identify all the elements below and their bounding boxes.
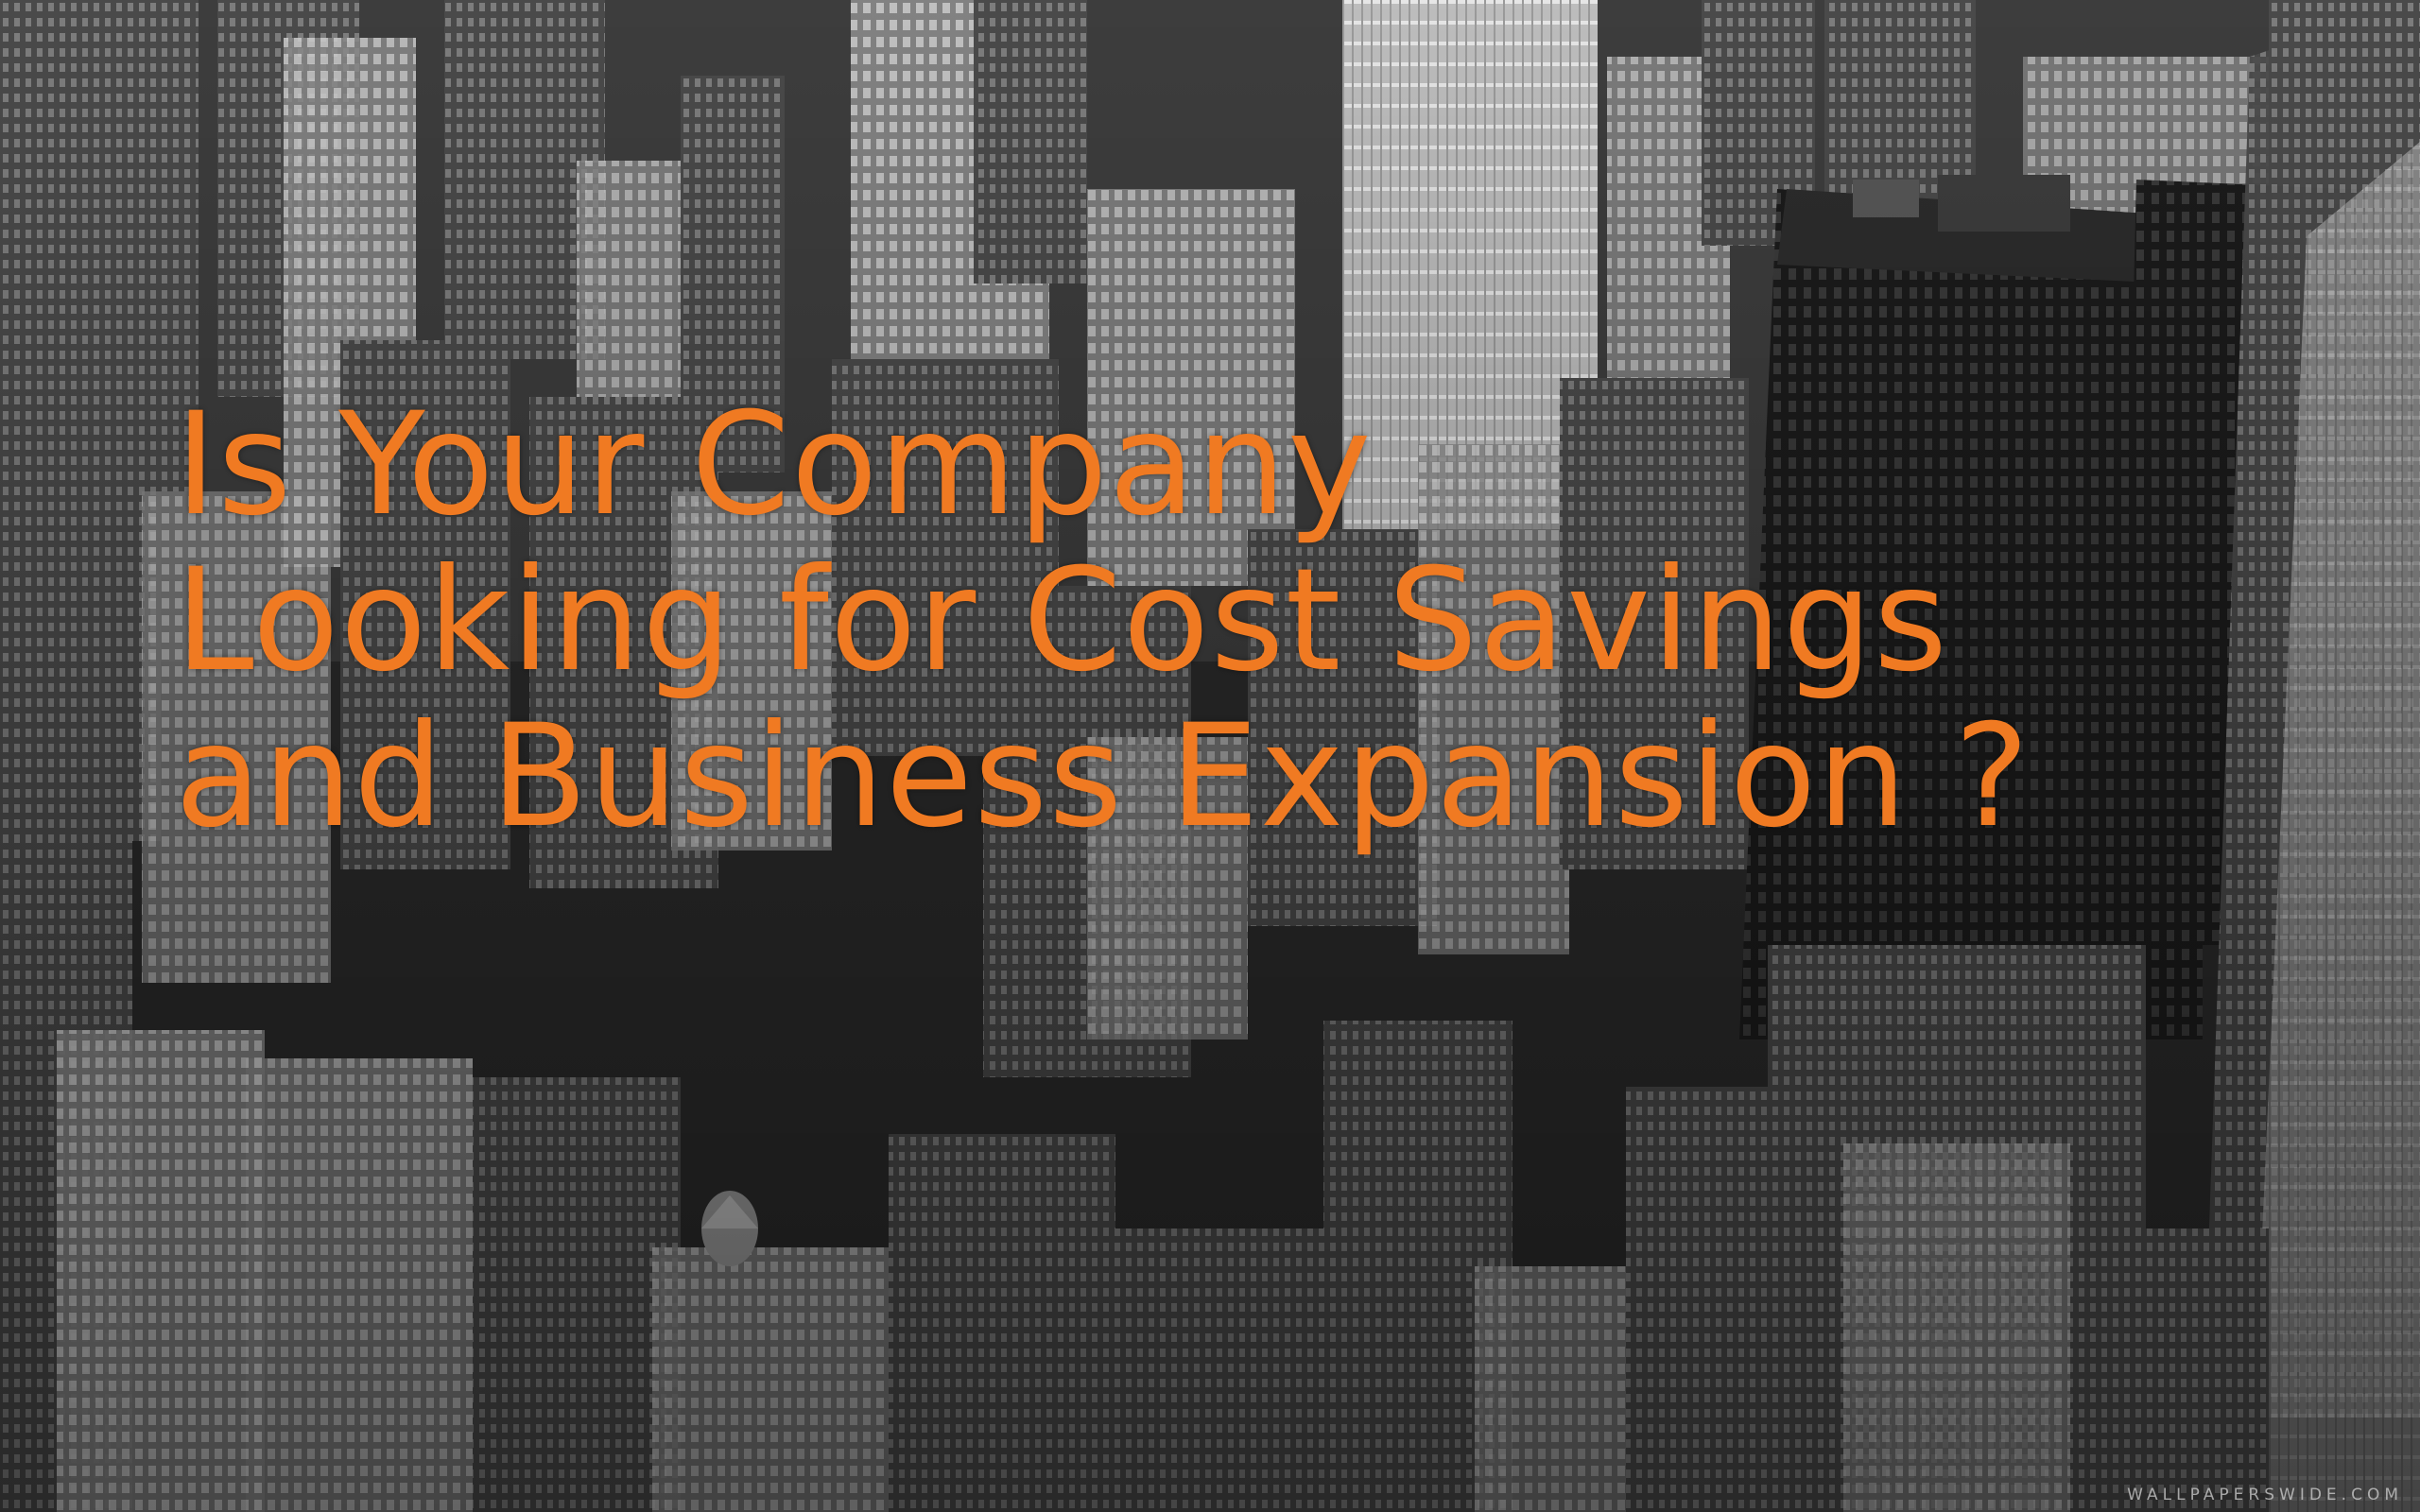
headline-line-3: and Business Expansion ? (175, 695, 2031, 859)
headline-line-2: Looking for Cost Savings (175, 539, 1949, 703)
headline-line-1: Is Your Company (175, 383, 1373, 547)
headline-text: Is Your Company Looking for Cost Savings… (175, 387, 2031, 855)
watermark-text: WALLPAPERSWIDE.COM (2127, 1486, 2403, 1504)
